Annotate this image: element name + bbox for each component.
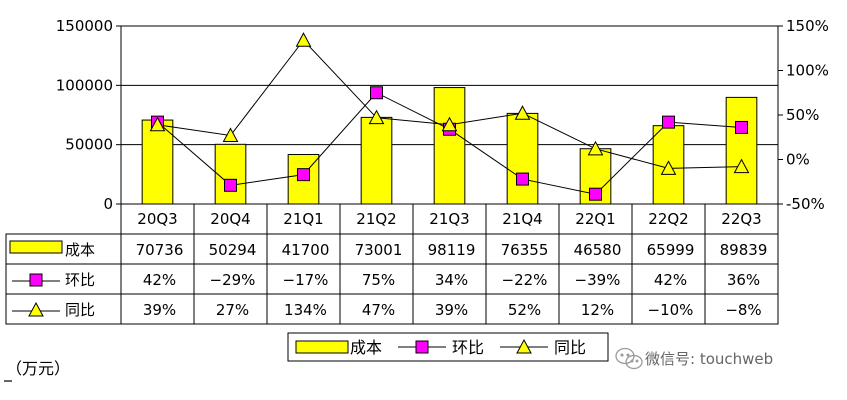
legend-item-label: 成本 xyxy=(350,338,382,357)
cell-value: 34% xyxy=(435,271,468,289)
square-marker-22Q1 xyxy=(589,187,602,201)
right-tick-label: -50% xyxy=(786,195,825,213)
cell-value: −39% xyxy=(575,271,621,289)
row-key-marker xyxy=(28,301,44,317)
bar-20Q3 xyxy=(141,119,174,205)
unit-label: （万元） xyxy=(6,359,70,378)
cell-value: 98119 xyxy=(428,241,476,259)
bar-22Q3 xyxy=(725,96,758,205)
cell-value: 42% xyxy=(654,271,687,289)
bar-21Q2 xyxy=(360,116,393,205)
cell-value: 134% xyxy=(284,301,327,319)
cell-value: 27% xyxy=(216,301,249,319)
right-tick-label: 0% xyxy=(786,151,810,169)
row-key-bar xyxy=(9,240,63,254)
unit-area: （万元） xyxy=(4,359,70,382)
triangle-marker-20Q4 xyxy=(222,127,239,142)
left-tick-label: 150000 xyxy=(56,17,113,35)
watermark-text: 微信号: touchweb xyxy=(645,350,773,368)
cell-value: 39% xyxy=(143,301,176,319)
triangle-marker-20Q3 xyxy=(149,116,166,132)
cell-value: 39% xyxy=(435,301,468,319)
cell-value: 75% xyxy=(362,271,395,289)
row-label: 环比 xyxy=(65,271,95,289)
cell-value: 36% xyxy=(727,271,760,289)
left-tick-label: 100000 xyxy=(56,76,113,94)
bar-20Q4 xyxy=(214,143,247,205)
triangle-marker-21Q2 xyxy=(368,109,385,125)
right-tick-label: 100% xyxy=(786,62,829,80)
cell-value: 50294 xyxy=(209,241,257,259)
triangle-marker-22Q1 xyxy=(587,140,604,156)
cell-value: 47% xyxy=(362,301,395,319)
cell-value: −8% xyxy=(725,301,761,319)
legend-key-marker xyxy=(415,340,429,354)
legend-key-marker xyxy=(516,338,532,354)
data-table: 20Q3 20Q4 21Q1 21Q2 21Q3 21Q4 22Q1 22Q2 22Q3 成本 70… xyxy=(5,204,779,325)
left-tick-label: 50000 xyxy=(65,136,113,154)
category-label: 20Q4 xyxy=(210,210,250,228)
lines xyxy=(149,32,750,201)
category-label: 22Q1 xyxy=(575,210,615,228)
square-marker-22Q2 xyxy=(662,115,675,129)
cell-value: 46580 xyxy=(574,241,622,259)
left-tick-label: 0 xyxy=(103,195,113,213)
cell-value: −22% xyxy=(502,271,548,289)
cell-value: 73001 xyxy=(355,241,403,259)
cell-value: 89839 xyxy=(720,241,768,259)
square-marker-22Q3 xyxy=(735,120,748,134)
triangle-marker-22Q2 xyxy=(660,160,677,175)
square-marker-21Q1 xyxy=(297,168,310,182)
cell-value: −17% xyxy=(283,271,329,289)
square-marker-21Q2 xyxy=(370,86,383,100)
cell-value: 12% xyxy=(581,301,614,319)
triangle-marker-21Q4 xyxy=(514,105,531,120)
legend: 成本 环比 同比 xyxy=(287,332,609,362)
triangle-marker-21Q3 xyxy=(441,116,458,132)
triangle-marker-22Q3 xyxy=(733,158,750,174)
cell-value: 70736 xyxy=(136,241,184,259)
legend-item-label: 同比 xyxy=(554,338,586,357)
cell-value: 41700 xyxy=(282,241,330,259)
category-label: 22Q2 xyxy=(648,210,688,228)
category-label: 21Q1 xyxy=(283,210,323,228)
square-marker-21Q4 xyxy=(516,172,529,186)
cell-value: −10% xyxy=(648,301,694,319)
cell-value: 65999 xyxy=(647,241,695,259)
triangle-marker-21Q1 xyxy=(295,32,312,47)
legend-key-bar xyxy=(295,340,349,354)
axes: 0 50000 100000 150000 -50% 0% 50% 100% 150% xyxy=(56,17,829,213)
category-label: 21Q2 xyxy=(356,210,396,228)
row-label: 同比 xyxy=(65,301,95,319)
cell-value: 42% xyxy=(143,271,176,289)
wechat-icon xyxy=(615,347,643,370)
watermark: 微信号: touchweb xyxy=(615,347,773,370)
right-tick-label: 50% xyxy=(786,106,819,124)
bar-22Q1 xyxy=(579,148,612,205)
square-marker-20Q4 xyxy=(224,178,237,192)
cell-value: 52% xyxy=(508,301,541,319)
right-tick-label: 150% xyxy=(786,17,829,35)
row-label: 成本 xyxy=(65,241,95,259)
bar-21Q3 xyxy=(433,87,466,205)
category-label: 21Q3 xyxy=(429,210,469,228)
bar-21Q4 xyxy=(506,112,539,205)
legend-item-label: 环比 xyxy=(452,338,484,357)
category-label: 21Q4 xyxy=(502,210,542,228)
cell-value: 76355 xyxy=(501,241,549,259)
row-key-marker xyxy=(29,273,43,287)
cell-value: −29% xyxy=(210,271,256,289)
category-label: 20Q3 xyxy=(137,210,177,228)
category-label: 22Q3 xyxy=(721,210,761,228)
